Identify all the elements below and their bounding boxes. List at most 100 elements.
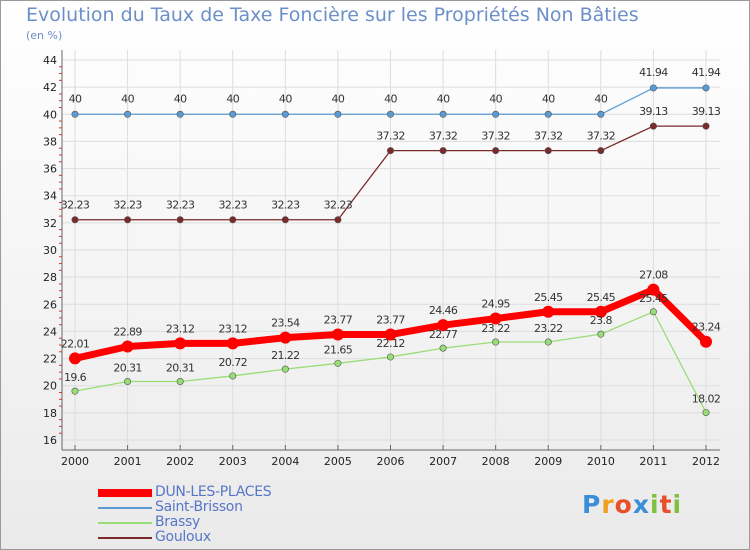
proxiti-logo: Proxiti (582, 490, 682, 519)
data-point (702, 84, 710, 92)
data-label: 32.23 (271, 199, 300, 212)
legend-label: Brassy (155, 514, 201, 530)
data-label: 23.24 (692, 321, 721, 334)
axis-layer: 16 18 20 22 24 26 28 30 32 34 36 38 40 42 44 2000 2001 20… (43, 50, 720, 468)
data-label: 40 (121, 92, 134, 105)
data-point (229, 110, 237, 118)
data-label: 32.23 (61, 199, 90, 212)
y-tick-label: 38 (43, 135, 57, 148)
data-label: 25.45 (639, 292, 668, 305)
data-label: 25.45 (534, 291, 563, 304)
legend-label: Gouloux (155, 529, 211, 545)
series-layer: 22.01 22.89 23.12 23.12 23.54 23.77 23.77 24.46… (61, 66, 721, 417)
x-tick-label: 2001 (114, 455, 142, 468)
x-tick-label: 2009 (534, 455, 562, 468)
data-point (439, 344, 447, 352)
y-tick-label: 24 (43, 325, 57, 338)
data-label: 23.54 (271, 317, 300, 330)
data-point (279, 331, 292, 344)
y-tick-label: 26 (43, 298, 57, 311)
data-label: 27.08 (639, 269, 668, 282)
data-label: 32.23 (166, 199, 195, 212)
data-point (597, 147, 605, 155)
chart-title: Evolution du Taux de Taxe Foncière sur l… (26, 4, 639, 26)
data-point (334, 359, 342, 367)
data-point (229, 372, 237, 380)
data-point (544, 147, 552, 155)
x-tick-label: 2003 (219, 455, 247, 468)
data-label: 23.77 (376, 314, 405, 327)
data-point (542, 305, 555, 318)
data-label: 20.31 (113, 362, 142, 375)
legend-swatch (98, 522, 152, 524)
data-label: 23.12 (219, 322, 248, 335)
legend-label: DUN-LES-PLACES (155, 484, 272, 500)
data-label: 41.94 (692, 66, 721, 79)
y-tick-label: 22 (43, 353, 57, 366)
data-label: 40 (174, 92, 187, 105)
x-tick-label: 2004 (271, 455, 299, 468)
logo-letter: t (659, 490, 673, 519)
data-point (597, 330, 605, 338)
x-tick-label: 2000 (61, 455, 89, 468)
series-brassy (71, 308, 710, 417)
data-label: 23.77 (324, 314, 353, 327)
data-point (124, 216, 132, 224)
legend-label: Saint-Brisson (155, 499, 243, 515)
series-gouloux (71, 122, 710, 224)
data-point (544, 338, 552, 346)
series-dun-les-places (69, 283, 712, 365)
y-tick-label: 34 (43, 190, 57, 203)
data-label: 23.12 (166, 322, 195, 335)
data-label: 40 (332, 92, 345, 105)
data-label: 22.12 (376, 337, 405, 350)
data-label: 40 (489, 92, 502, 105)
x-tick-label: 2008 (482, 455, 510, 468)
data-point (331, 328, 344, 341)
data-point (176, 378, 184, 386)
data-label: 40 (542, 92, 555, 105)
data-point (226, 337, 239, 350)
data-point (544, 110, 552, 118)
data-label: 21.65 (324, 343, 353, 356)
logo-letter: i (672, 490, 683, 519)
data-label: 22.77 (429, 328, 458, 341)
data-point (334, 216, 342, 224)
y-tick-label: 42 (43, 81, 57, 94)
logo-letter: o (614, 490, 633, 519)
legend-swatch (98, 489, 152, 497)
data-point (702, 409, 710, 417)
data-point (649, 308, 657, 316)
data-label: 20.31 (166, 362, 195, 375)
data-point (384, 328, 397, 341)
data-label: 37.32 (481, 130, 510, 143)
data-label: 37.32 (429, 130, 458, 143)
data-point (174, 337, 187, 350)
data-label: 25.45 (587, 291, 616, 304)
data-label: 39.13 (639, 105, 668, 118)
data-label: 40 (226, 92, 239, 105)
logo-letter: r (601, 490, 615, 519)
x-tick-label: 2012 (692, 455, 720, 468)
data-label: 18.02 (692, 393, 721, 406)
data-point (386, 147, 394, 155)
data-label: 32.23 (219, 199, 248, 212)
y-tick-label: 30 (43, 244, 57, 257)
x-tick-label: 2002 (166, 455, 194, 468)
y-tick-label: 40 (43, 108, 57, 121)
legend-swatch (98, 537, 152, 539)
y-tick-label: 16 (43, 434, 57, 447)
data-label: 23.22 (481, 322, 510, 335)
data-label: 23.22 (534, 322, 563, 335)
data-label: 24.46 (429, 304, 458, 317)
data-label: 40 (69, 92, 82, 105)
x-tick-label: 2007 (429, 455, 457, 468)
data-label: 39.13 (692, 105, 721, 118)
data-point (176, 110, 184, 118)
data-label: 37.32 (534, 130, 563, 143)
data-label: 40 (279, 92, 292, 105)
data-point (334, 110, 342, 118)
series-saint-brisson (71, 84, 710, 118)
